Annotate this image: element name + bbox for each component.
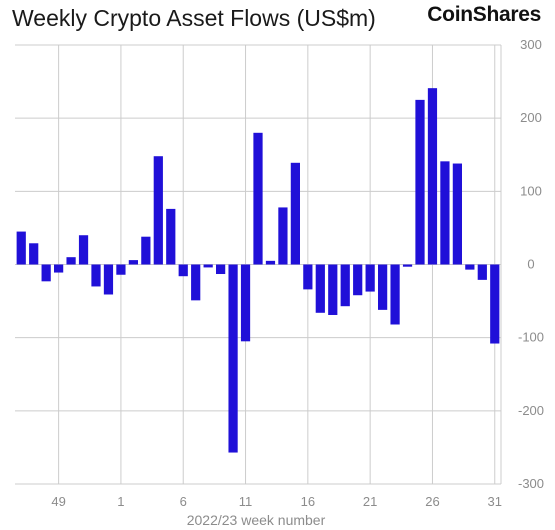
bar <box>103 264 114 295</box>
bar <box>116 264 126 275</box>
y-tick-label: 300 <box>520 37 542 52</box>
y-tick-label: -300 <box>518 476 544 491</box>
bar <box>328 264 338 315</box>
bar <box>240 264 251 342</box>
y-axis-ticks: 300 200 100 0 -100 -200 -300 <box>518 37 544 491</box>
bar <box>66 257 76 265</box>
bar <box>216 264 226 275</box>
x-axis-label: 2022/23 week number <box>187 512 326 528</box>
bar-series <box>16 88 500 453</box>
x-tick-label: 6 <box>180 494 187 509</box>
bar <box>278 207 288 265</box>
x-axis-ticks: 49 1 6 11 16 21 26 31 <box>51 494 502 509</box>
bar <box>178 264 188 277</box>
bar <box>54 264 64 273</box>
x-tick-label: 26 <box>425 494 439 509</box>
bar <box>141 236 151 265</box>
bar <box>315 264 325 313</box>
bar <box>265 260 276 265</box>
bar <box>378 264 388 310</box>
bar <box>340 264 350 307</box>
bar <box>452 163 462 265</box>
x-tick-label: 1 <box>117 494 124 509</box>
bar <box>191 264 201 301</box>
bar <box>253 132 263 265</box>
bar <box>427 88 438 265</box>
bar <box>303 264 313 290</box>
bar <box>365 264 375 292</box>
x-tick-label: 11 <box>239 494 253 509</box>
bar <box>203 264 213 268</box>
bar <box>390 264 400 325</box>
bar <box>440 161 450 265</box>
y-tick-label: 0 <box>527 257 534 272</box>
bar <box>353 264 363 296</box>
bar <box>402 264 413 267</box>
bar <box>465 264 475 270</box>
x-tick-label: 31 <box>488 494 502 509</box>
bar <box>29 243 39 265</box>
bar <box>415 99 425 265</box>
bar <box>16 231 26 265</box>
x-tick-label: 16 <box>301 494 315 509</box>
gridlines <box>15 44 502 485</box>
chart-title: Weekly Crypto Asset Flows (US$m) <box>12 5 376 31</box>
bar <box>153 156 163 265</box>
x-tick-label: 21 <box>363 494 377 509</box>
bar <box>78 235 89 265</box>
bar <box>477 264 487 280</box>
coinshares-logo: CoinShares <box>427 3 541 26</box>
bar <box>128 260 138 265</box>
bar <box>290 162 300 265</box>
bar <box>41 264 51 282</box>
y-tick-label: -200 <box>518 403 544 418</box>
y-tick-label: -100 <box>518 330 544 345</box>
y-tick-label: 100 <box>520 183 542 198</box>
bar <box>91 264 101 287</box>
x-tick-label: 49 <box>51 494 65 509</box>
bar <box>228 264 238 453</box>
bar <box>490 264 500 344</box>
bar <box>166 208 176 265</box>
y-tick-label: 200 <box>520 110 542 125</box>
